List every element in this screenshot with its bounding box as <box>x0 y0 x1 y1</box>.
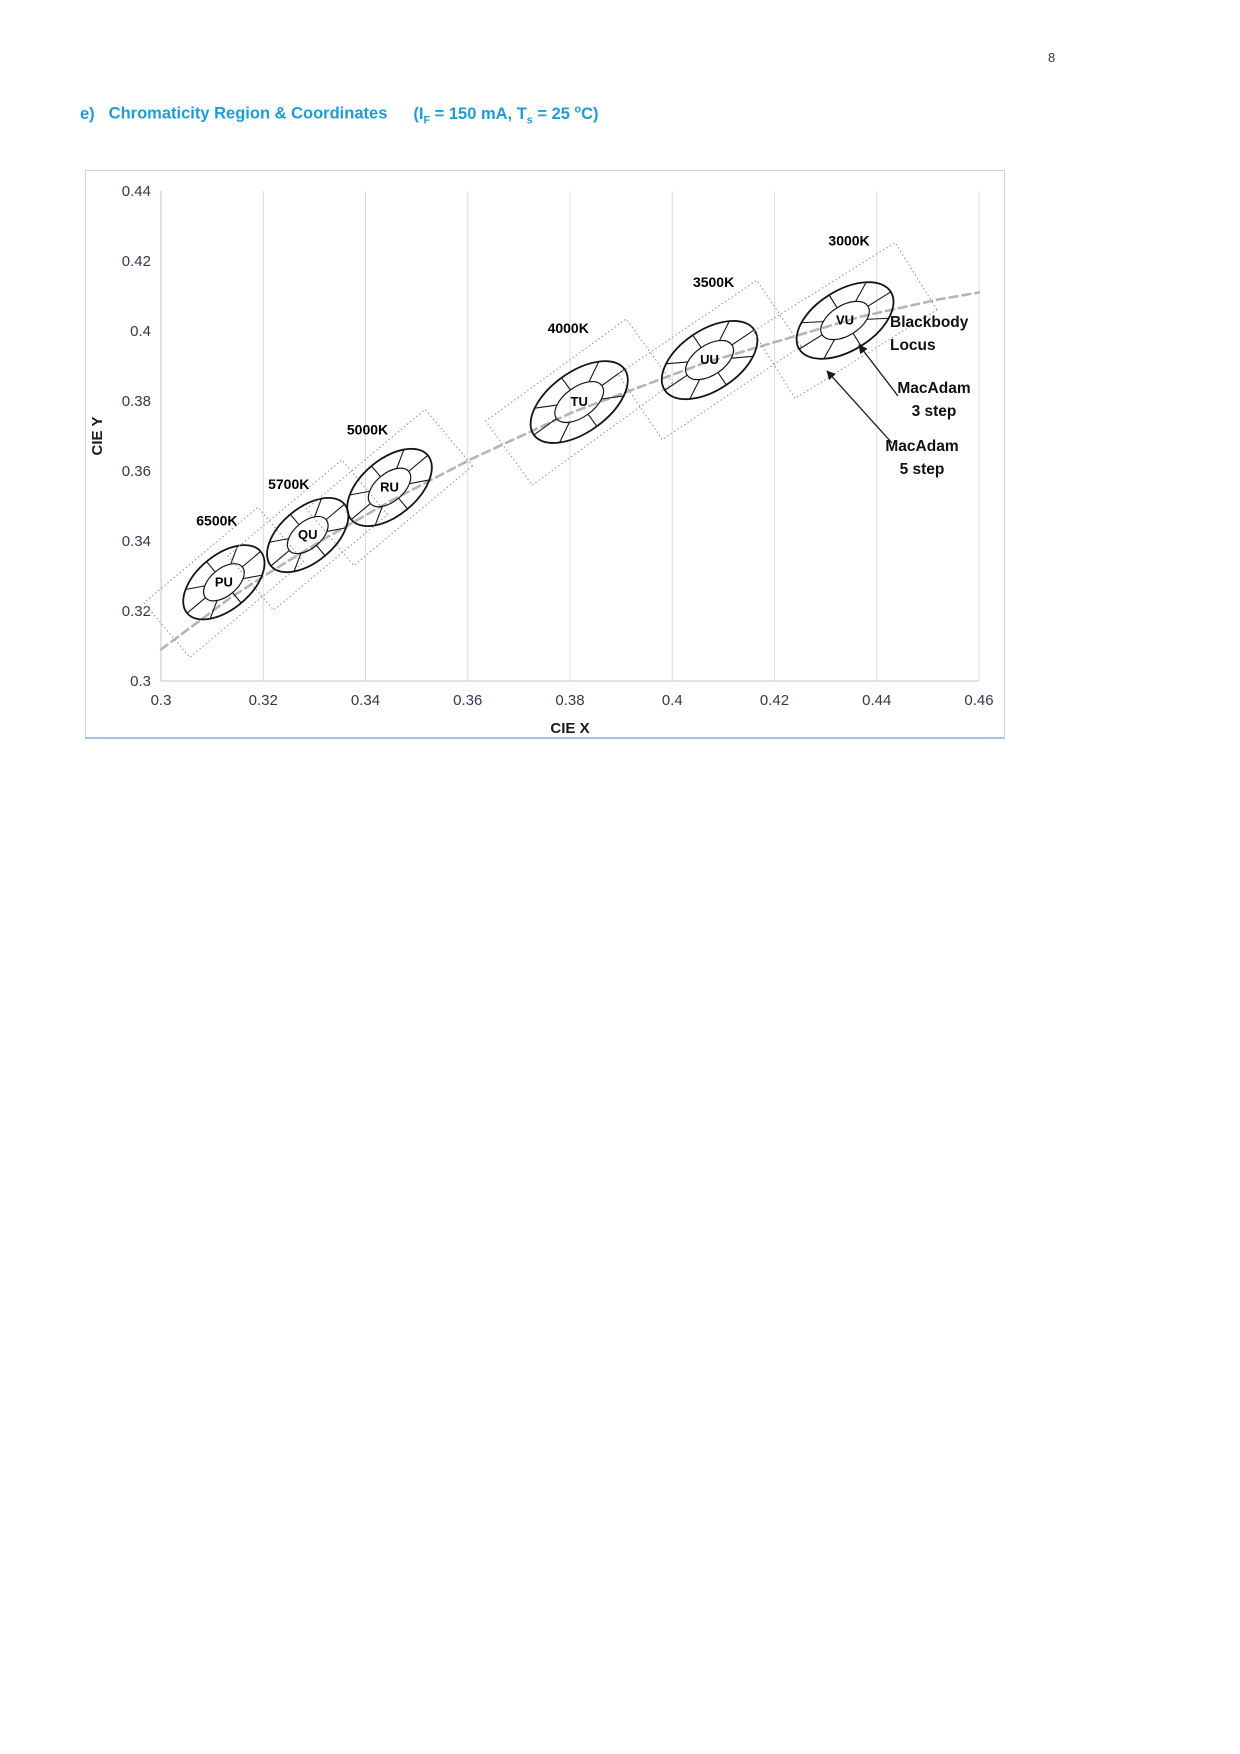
svg-text:0.38: 0.38 <box>122 393 151 410</box>
svg-text:0.46: 0.46 <box>964 692 993 709</box>
cct-label-5000K: 5000K <box>347 421 388 437</box>
cond-text: (I <box>413 104 424 123</box>
svg-text:0.38: 0.38 <box>555 692 584 709</box>
gridlines <box>160 191 980 681</box>
annotation-line: Locus <box>890 337 936 354</box>
cct-label-4000K: 4000K <box>548 320 589 336</box>
bin-region-RU <box>305 408 474 567</box>
annotation-blackbody-locus: Blackbody Locus <box>890 311 968 357</box>
bin-label-VU: VU <box>836 313 854 328</box>
section-title: Chromaticity Region & Coordinates <box>108 104 388 123</box>
page-number: 8 <box>1048 50 1056 65</box>
svg-text:0.44: 0.44 <box>862 692 891 709</box>
svg-text:0.32: 0.32 <box>249 692 278 709</box>
cct-label-3000K: 3000K <box>828 233 869 249</box>
bin-label-UU: UU <box>700 352 719 367</box>
svg-text:0.3: 0.3 <box>130 673 151 690</box>
section-heading: e) Chromaticity Region & Coordinates (IF =… <box>80 103 599 126</box>
annotation-line: Blackbody <box>890 314 969 331</box>
blackbody-locus-curve <box>159 291 981 651</box>
cond-text: = 25 <box>532 104 575 123</box>
macadam-5step-quad <box>752 241 938 400</box>
svg-text:0.32: 0.32 <box>122 603 151 620</box>
annotation-arrows <box>826 344 899 444</box>
macadam-5step-quad <box>485 318 674 486</box>
cond-text: C) <box>581 104 599 123</box>
cond-text: = 150 mA, T <box>430 104 527 123</box>
svg-text:0.36: 0.36 <box>453 692 482 709</box>
x-axis-title: CIE X <box>550 720 589 734</box>
macadam-5step-quad <box>143 506 305 659</box>
bin-label-PU: PU <box>215 574 233 589</box>
cct-label-6500K: 6500K <box>196 512 237 528</box>
bin-label-TU: TU <box>571 394 588 409</box>
annotation-line: MacAdam <box>897 380 971 397</box>
svg-text:0.3: 0.3 <box>151 692 172 709</box>
chromaticity-chart-figure: 0.3 0.32 0.34 0.36 0.38 0.4 0.42 0.44 0.46 0.3 0.3… <box>85 170 1005 739</box>
bin-label-RU: RU <box>380 479 399 494</box>
svg-text:0.36: 0.36 <box>122 463 151 480</box>
annotation-macadam-3step: MacAdam 3 step <box>886 377 982 423</box>
macadam-5step-quad <box>617 279 802 441</box>
cond-sub-f: F <box>423 113 431 126</box>
test-conditions: (IF = 150 mA, Ts = 25 oC) <box>413 103 599 126</box>
bin-region-TU <box>485 318 674 486</box>
annotation-line: MacAdam <box>885 438 959 455</box>
macadam-5step-quad <box>305 408 474 567</box>
cct-label-5700K: 5700K <box>268 476 309 492</box>
bin-label-QU: QU <box>298 527 318 542</box>
svg-text:0.4: 0.4 <box>130 323 151 340</box>
annotation-line: 3 step <box>911 403 957 420</box>
macadam-5step-quad <box>227 459 389 611</box>
arrow-macadam-3step <box>858 344 899 397</box>
svg-text:0.42: 0.42 <box>760 692 789 709</box>
y-tick-labels: 0.3 0.32 0.34 0.36 0.38 0.4 0.42 0.44 <box>122 183 151 690</box>
bin-region-UU <box>617 279 802 441</box>
chromaticity-chart-svg: 0.3 0.32 0.34 0.36 0.38 0.4 0.42 0.44 0.460.30.3… <box>89 183 994 734</box>
bin-region-QU <box>227 459 389 611</box>
svg-text:0.42: 0.42 <box>122 253 151 270</box>
y-axis-title: CIE Y <box>89 417 106 456</box>
annotation-macadam-5step: MacAdam 5 step <box>874 435 970 481</box>
annotation-line: 5 step <box>899 461 945 478</box>
svg-text:0.34: 0.34 <box>351 692 380 709</box>
svg-text:0.4: 0.4 <box>662 692 683 709</box>
svg-text:0.34: 0.34 <box>122 533 151 550</box>
arrow-macadam-5step <box>826 370 893 444</box>
svg-text:0.44: 0.44 <box>122 183 151 200</box>
section-index: e) <box>80 104 95 123</box>
macadam-3step-ellipse <box>182 544 266 621</box>
cond-degree: o <box>574 103 582 115</box>
cond-sub-s: s <box>526 113 533 126</box>
cct-label-3500K: 3500K <box>693 274 734 290</box>
x-tick-labels: 0.3 0.32 0.34 0.36 0.38 0.4 0.42 0.44 0.46 <box>151 692 994 709</box>
